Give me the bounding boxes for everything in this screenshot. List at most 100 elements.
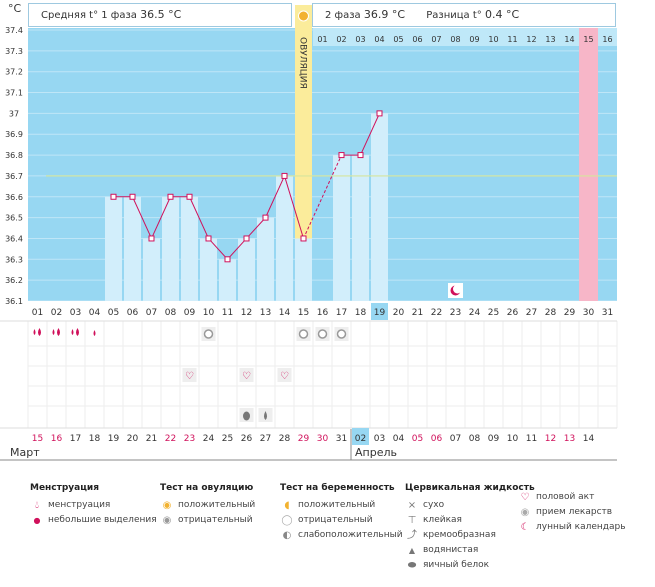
- temperature-bar: [181, 196, 198, 301]
- temperature-point: [338, 152, 345, 159]
- legend-item: ☾ лунный календарь: [518, 520, 626, 535]
- calendar-date-label: 05: [412, 434, 423, 444]
- calendar-date-label: 12: [545, 434, 556, 444]
- egg-white-icon: ⬬: [407, 560, 417, 571]
- legend-label: отрицательный: [298, 515, 373, 525]
- legend-label: лунный календарь: [536, 522, 626, 532]
- phase2-day-label: 08: [450, 35, 460, 44]
- temperature-point: [262, 214, 269, 221]
- calendar-date-label: 30: [317, 434, 329, 444]
- watery-icon: ▲: [408, 546, 416, 555]
- legend-title: Цервикальная жидкость: [405, 483, 535, 493]
- calendar-date-label: 23: [184, 434, 195, 444]
- cycle-day-label: 23: [450, 308, 461, 318]
- heart-icon: ♡: [242, 371, 251, 382]
- y-tick-label: 36.5: [5, 214, 23, 223]
- temperature-bar: [352, 155, 369, 301]
- calendar-date-label: 07: [450, 434, 461, 444]
- temperature-line-segment: [360, 113, 380, 156]
- temperature-bar: [162, 196, 179, 301]
- ovulation-test-icon: [203, 329, 214, 339]
- diff-label: Разница t°: [426, 10, 482, 21]
- symptom-grid-background: [28, 301, 617, 428]
- calendar-date-label: 28: [279, 434, 291, 444]
- temperature-bar: [238, 238, 255, 301]
- phase2-day-label: 06: [412, 35, 422, 44]
- y-tick-label: 36.9: [5, 130, 23, 139]
- y-tick-label: 37: [9, 109, 19, 118]
- ovulation-positive-icon: ◉: [162, 500, 172, 511]
- y-tick-label: 37.2: [5, 68, 23, 77]
- legend-ovulation-test: Тест на овуляцию ◉ положительный ◉ отрицат…: [160, 483, 255, 528]
- y-tick-label: 36.2: [5, 276, 23, 285]
- calendar-date-label: 15: [32, 434, 43, 444]
- calendar-date-label: 17: [70, 434, 81, 444]
- phase2-summary: 2 фаза 36.9 °C Разница t° 0.4 °C: [312, 3, 616, 27]
- temperature-line-segment: [132, 196, 152, 239]
- phase2-day-label: 16: [602, 35, 612, 44]
- cycle-day-label: 19: [374, 308, 386, 318]
- temperature-line-segment: [189, 196, 209, 239]
- legend-title: Тест на беременность: [280, 483, 395, 493]
- phase2-day-label: 14: [564, 35, 574, 44]
- cycle-day-label: 16: [317, 308, 329, 318]
- calendar-date-label: 22: [165, 434, 176, 444]
- day-highlight: [371, 303, 388, 320]
- phase2-day-label: 04: [374, 35, 384, 44]
- drop-icon: [33, 329, 36, 335]
- legend-item: 💧︎ менструация: [30, 498, 157, 513]
- temperature-line-dashed: [303, 154, 342, 239]
- cycle-day-label: 26: [507, 308, 519, 318]
- pill-icon: ◉: [520, 507, 530, 518]
- legend-item: ◉ прием лекарств: [518, 505, 626, 520]
- dry-icon: ×: [407, 500, 417, 511]
- cycle-day-label: 10: [203, 308, 215, 318]
- legend-label: половой акт: [536, 492, 595, 502]
- legend-item: ⊤ клейкая: [405, 513, 535, 528]
- heart-icon: ♡: [185, 371, 194, 382]
- phase2-day-strip: [313, 28, 617, 46]
- period-start-marker: [579, 28, 598, 301]
- sun-icon: [298, 10, 309, 22]
- cycle-day-label: 28: [545, 308, 557, 318]
- legend-item: ◖ положительный: [280, 498, 403, 513]
- temperature-bar: [105, 196, 122, 301]
- calendar-date-label: 11: [526, 434, 537, 444]
- legend-other: ♡ половой акт ◉ прием лекарств ☾ лунный кал…: [518, 490, 626, 535]
- phase1-summary: Средняя t° 1 фаза 36.5 °C: [28, 3, 292, 27]
- temperature-point: [243, 235, 250, 242]
- sex-box: [182, 368, 197, 382]
- sex-box: [277, 368, 292, 382]
- calendar-date-label: 03: [374, 434, 385, 444]
- legend-label: водянистая: [423, 545, 479, 555]
- cycle-day-label: 20: [393, 308, 405, 318]
- sticky-icon: ⊤: [407, 515, 417, 526]
- legend-title: Менструация: [30, 483, 99, 493]
- drop-icon: [57, 328, 60, 336]
- calendar-date-label: 16: [51, 434, 63, 444]
- legend-item: ▲ водянистая: [405, 543, 535, 558]
- legend-label: слабоположительный: [298, 530, 403, 540]
- moon-shadow: [453, 284, 462, 294]
- phase2-day-label: 13: [545, 35, 555, 44]
- y-tick-label: 36.8: [5, 151, 23, 160]
- legend-item: ◉ положительный: [160, 498, 256, 513]
- y-tick-label: 37.1: [5, 89, 23, 98]
- temperature-point: [224, 256, 231, 263]
- phase2-day-label: 07: [431, 35, 441, 44]
- ovulation-test-icon: [336, 329, 347, 339]
- cycle-day-label: 13: [260, 308, 271, 318]
- pregnancy-negative-icon: ◯: [281, 515, 293, 526]
- watery-icon: [264, 411, 267, 420]
- phase2-label: 2 фаза: [325, 10, 361, 21]
- phase2-day-label: 03: [355, 35, 365, 44]
- temperature-point: [281, 172, 288, 179]
- legend-item: ● небольшие выделения: [30, 513, 157, 528]
- temperature-point: [357, 152, 364, 159]
- pregnancy-positive-icon: ◖: [284, 500, 290, 511]
- drop-icon: [38, 328, 41, 336]
- legend-item: × сухо: [405, 498, 535, 513]
- temperature-bar: [124, 196, 141, 301]
- cycle-day-label: 15: [298, 308, 309, 318]
